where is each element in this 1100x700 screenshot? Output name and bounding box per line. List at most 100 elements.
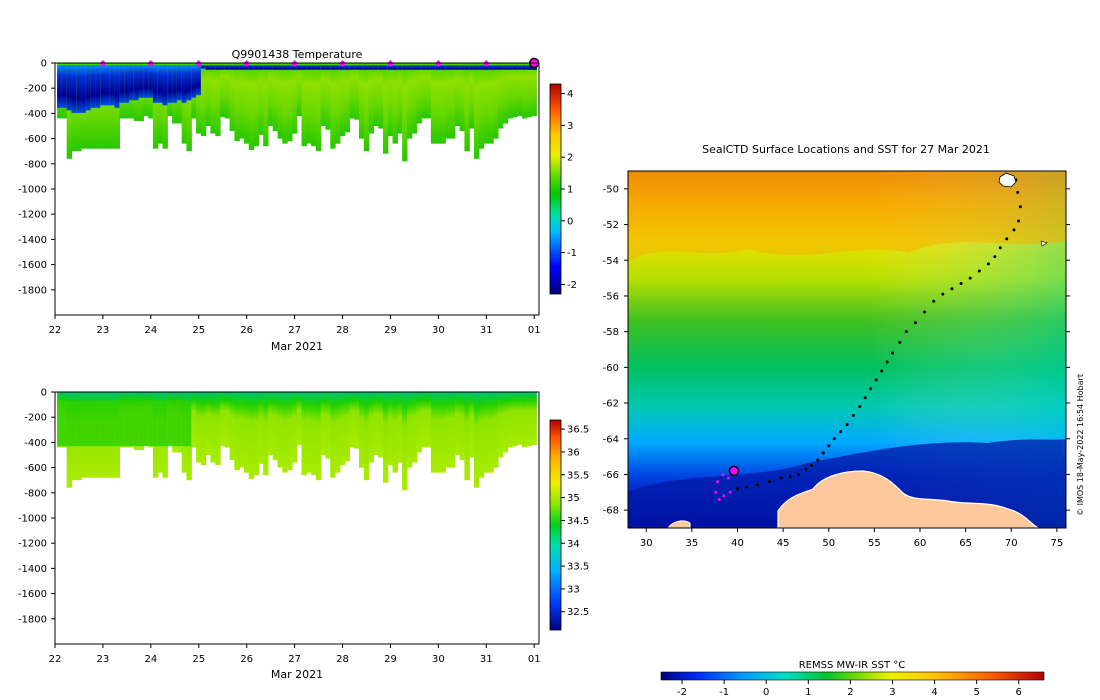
- sst-map-frame: [627, 170, 1067, 529]
- map-x-tick-label: 65: [959, 538, 972, 549]
- cold-layer-column: [287, 65, 293, 71]
- temperature-profile-column: [186, 63, 192, 152]
- track-point: [898, 340, 902, 344]
- sst-colorbar-tick-label: 0: [763, 687, 769, 698]
- colorbar-tick-label: 2: [567, 153, 573, 164]
- salinity-profile-column: [521, 392, 528, 448]
- cold-layer-column: [267, 65, 274, 71]
- map-y-tick-label: -54: [603, 256, 619, 267]
- temperature-title: Q9901438 Temperature: [232, 48, 363, 61]
- temperature-profile-column: [339, 63, 346, 137]
- track-point: [839, 430, 843, 434]
- temperature-profile-column: [397, 63, 403, 134]
- salinity-profile-column: [205, 392, 212, 455]
- cold-layer-column: [445, 65, 451, 71]
- cold-layer-column: [220, 65, 226, 71]
- low-salinity-column: [176, 400, 183, 447]
- colorbar-tick-label: 36.5: [567, 425, 589, 436]
- cold-layer-column: [354, 65, 360, 71]
- salinity-profile-column: [411, 392, 418, 463]
- low-salinity-column: [66, 400, 73, 447]
- track-point: [728, 490, 732, 494]
- cold-layer-column: [291, 65, 298, 71]
- y-tick-label: -400: [24, 109, 47, 120]
- salinity-profile-column: [253, 392, 259, 476]
- cold-layer-column: [301, 65, 307, 71]
- cold-layer-column: [402, 65, 408, 71]
- salinity-profile-column: [493, 392, 499, 468]
- colorbar-tick-label: 34.5: [567, 516, 589, 527]
- map-x-tick-label: 70: [1005, 538, 1018, 549]
- temperature-profile-column: [488, 63, 494, 144]
- track-point: [858, 405, 862, 409]
- temperature-profile-column: [315, 63, 322, 152]
- x-tick-label: 27: [288, 654, 301, 665]
- sst-colorbar-tick-label: -2: [677, 687, 687, 698]
- low-salinity-column: [76, 400, 82, 447]
- x-tick-label: 26: [240, 325, 253, 336]
- salinity-profile-column: [445, 392, 451, 468]
- salinity-profile-column: [239, 392, 245, 468]
- temperature-profile-column: [210, 63, 216, 134]
- cold-layer-column: [526, 65, 533, 71]
- y-tick-label: -1600: [18, 589, 47, 600]
- cold-layer-column: [430, 65, 437, 71]
- y-tick-label: -1800: [18, 614, 47, 625]
- x-tick-label: 28: [336, 654, 349, 665]
- salinity-profile-column: [277, 392, 283, 468]
- temperature-profile-column: [378, 63, 384, 129]
- map-y-tick-label: -62: [603, 399, 619, 410]
- low-salinity-column: [133, 400, 140, 447]
- low-salinity-column: [157, 400, 164, 447]
- cold-layer-column: [507, 65, 513, 71]
- low-salinity-column: [128, 400, 135, 447]
- cold-layer-column: [464, 65, 470, 71]
- low-salinity-column: [61, 400, 68, 447]
- y-tick-label: -1200: [18, 539, 47, 550]
- temperature-profile-column: [229, 63, 236, 132]
- temperature-profile-column: [239, 63, 245, 139]
- colorbar-tick-label: 34: [567, 539, 580, 550]
- cold-layer-column: [512, 65, 518, 71]
- colorbar-tick-label: 32.5: [567, 607, 589, 618]
- salinity-y-axis: 0 -200 -400 -600 -800 -1000 -1200 -1400 -1600 -18…: [18, 388, 55, 625]
- salinity-profile-column: [344, 392, 351, 462]
- y-tick-label: -1600: [18, 260, 47, 271]
- temperature-profile-column: [493, 63, 499, 139]
- track-point: [722, 494, 726, 498]
- colorbar-tick-label: 33.5: [567, 562, 589, 573]
- salinity-profile-column: [200, 392, 207, 466]
- track-point: [745, 485, 749, 489]
- cold-layer-column: [71, 65, 77, 113]
- salinity-profile-column: [474, 392, 480, 488]
- salinity-profile-column: [382, 392, 389, 483]
- x-tick-label: 27: [288, 325, 301, 336]
- salinity-profile-column: [392, 392, 398, 473]
- salinity-profile-column: [526, 392, 533, 447]
- cold-layer-column: [497, 65, 504, 71]
- cold-layer-column: [339, 65, 346, 71]
- temperature-profile-column: [234, 63, 240, 142]
- cold-layer-column: [450, 65, 456, 71]
- temperature-profile-column: [464, 63, 470, 152]
- temperature-profile-column: [253, 63, 259, 147]
- temperature-profile-column: [454, 63, 461, 126]
- temperature-profile-column: [311, 63, 317, 147]
- map-x-tick-label: 50: [822, 538, 835, 549]
- cold-layer-column: [148, 65, 154, 98]
- low-salinity-column: [90, 400, 97, 447]
- y-tick-label: -1400: [18, 564, 47, 575]
- cold-layer-column: [109, 65, 116, 106]
- temperature-profile-column: [349, 63, 355, 119]
- salinity-profile-column: [464, 392, 470, 481]
- temperature-profile-column: [531, 63, 537, 116]
- salinity-panel: 0 -200 -400 -600 -800 -1000 -1200 -1400 -1600 -18…: [18, 388, 589, 682]
- cold-layer-column: [397, 65, 403, 71]
- salinity-profile-column: [459, 392, 466, 461]
- sst-colorbar-tick-label: 1: [805, 687, 811, 698]
- cold-layer-column: [167, 65, 173, 103]
- cold-layer-column: [157, 65, 164, 103]
- temperature-profile-column: [243, 63, 250, 144]
- cold-layer-column: [66, 65, 73, 111]
- salinity-profile-column: [287, 392, 293, 471]
